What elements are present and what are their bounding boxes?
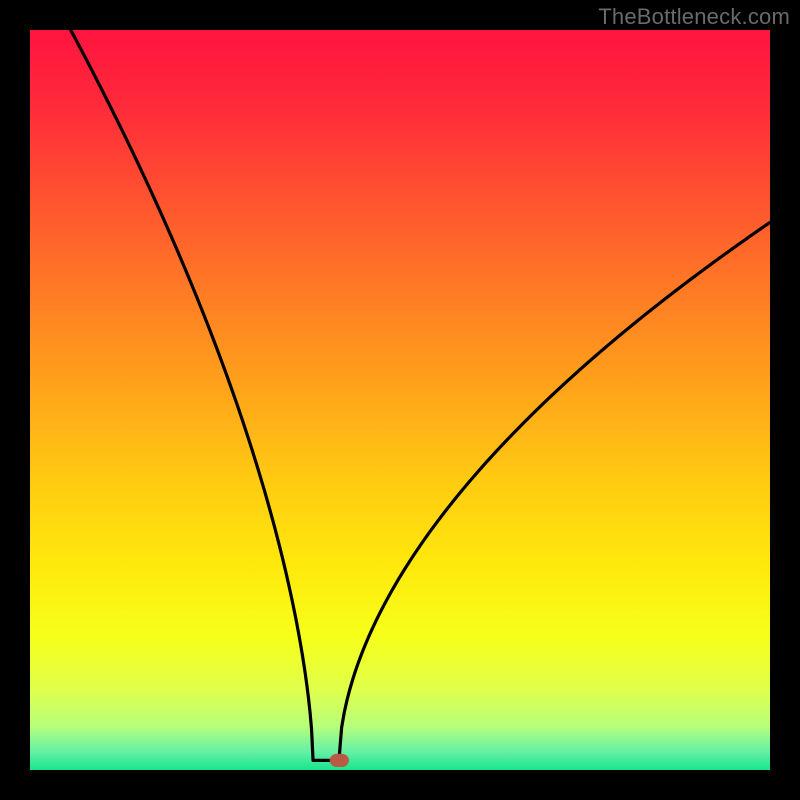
optimum-marker [330,754,349,767]
gradient-plot-area [30,30,770,770]
bottleneck-chart [0,0,800,800]
watermark-text: TheBottleneck.com [598,4,790,30]
